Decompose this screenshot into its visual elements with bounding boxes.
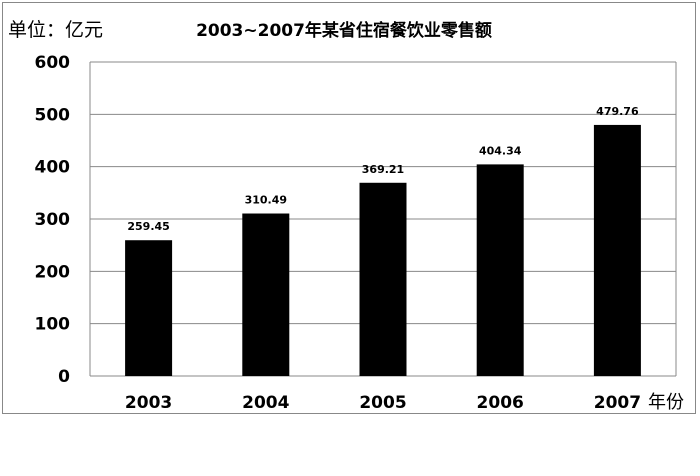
- y-tick-label: 300: [35, 210, 71, 230]
- y-tick-label: 500: [35, 105, 71, 125]
- y-tick-label: 0: [58, 367, 70, 387]
- x-axis-categories: 2003 2004 2005 2006 2007: [125, 393, 641, 413]
- x-tick-label: 2006: [477, 393, 524, 413]
- data-label: 479.76: [596, 105, 639, 118]
- y-tick-label: 200: [35, 262, 71, 282]
- chart-frame: [2, 2, 696, 414]
- data-label: 310.49: [245, 194, 287, 207]
- data-label: 259.45: [127, 220, 169, 233]
- bar: [359, 182, 407, 376]
- unit-label: 单位：亿元: [8, 19, 103, 41]
- x-tick-label: 2004: [242, 393, 289, 413]
- chart-title: 2003~2007年某省住宿餐饮业零售额: [196, 20, 492, 41]
- y-tick-label: 100: [35, 315, 71, 335]
- data-label: 369.21: [362, 163, 404, 176]
- x-tick-label: 2007: [594, 393, 641, 413]
- bar: [476, 164, 524, 376]
- bar: [593, 124, 641, 376]
- x-tick-label: 2003: [125, 393, 172, 413]
- x-tick-label: 2005: [359, 393, 406, 413]
- x-axis-unit-label: 年份: [648, 392, 684, 413]
- bar: [125, 240, 173, 376]
- bars: 259.45 310.49 369.21 404.34 479.76: [125, 105, 641, 376]
- bar: [242, 213, 290, 376]
- y-tick-label: 400: [35, 158, 71, 178]
- y-tick-label: 600: [35, 53, 71, 73]
- y-axis-ticks: 0 100 200 300 400 500 600: [35, 53, 71, 387]
- data-label: 404.34: [479, 144, 522, 157]
